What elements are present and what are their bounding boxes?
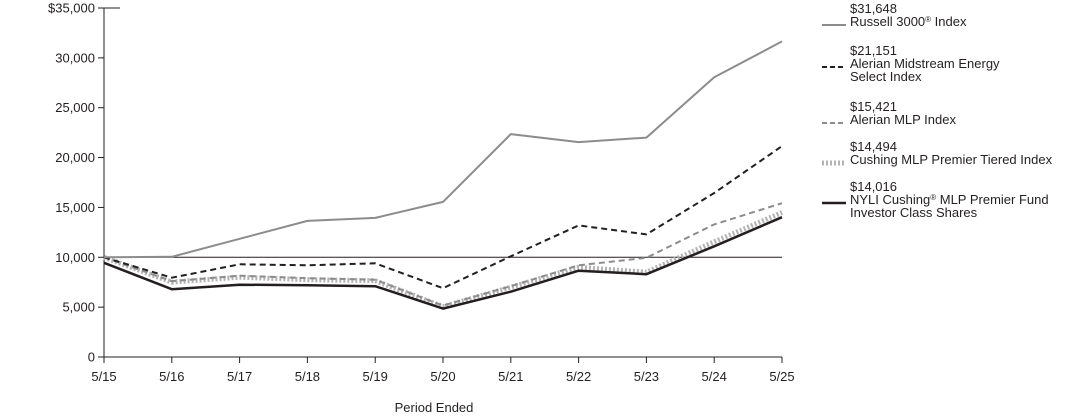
legend-name-nyli-cushing-fund-line1: NYLI Cushing® MLP Premier Fund: [850, 192, 1049, 207]
chart-axes: 0 5,000 10,000 15,000 20,000 25,000 30,000 $35,…: [48, 1, 795, 385]
legend-name-alerian-midstream-line2: Select Index: [850, 69, 922, 84]
y-tick-label: 15,000: [55, 200, 95, 215]
x-tick-label: 5/25: [769, 369, 794, 384]
x-tick-label: 5/16: [159, 369, 184, 384]
y-tick-label: 30,000: [55, 50, 95, 65]
x-tick-label: 5/21: [498, 369, 523, 384]
x-tick-label: 5/22: [566, 369, 591, 384]
series-line-2: [103, 202, 783, 307]
y-tick-label: $35,000: [48, 1, 95, 16]
x-axis-label: Period Ended: [395, 400, 474, 415]
x-tick-label: 5/19: [363, 369, 388, 384]
legend-value-nyli-cushing-fund: $14,016: [850, 179, 897, 194]
x-tick-label: 5/18: [295, 369, 320, 384]
series-line-4: [103, 216, 783, 310]
legend-name-alerian-mlp: Alerian MLP Index: [850, 112, 956, 127]
legend-value-alerian-mlp: $15,421: [850, 99, 897, 114]
series-line-0: [103, 40, 783, 259]
line-chart: 0 5,000 10,000 15,000 20,000 25,000 30,000 $35,…: [48, 1, 795, 416]
legend-swatch-alerian-mlp: [822, 122, 846, 124]
legend-swatch-alerian-midstream: [822, 66, 846, 68]
legend-name-russell-3000: Russell 3000® Index: [850, 14, 967, 29]
legend-value-cushing-mlp-tiered: $14,494: [850, 139, 897, 154]
series-layer: [103, 40, 783, 310]
legend-name-nyli-cushing-fund-line2: Investor Class Shares: [850, 205, 978, 220]
legend-swatch-nyli-cushing-fund: [822, 201, 846, 205]
y-tick-label: 25,000: [55, 100, 95, 115]
y-tick-label: 10,000: [55, 250, 95, 265]
y-tick-label: 0: [88, 350, 95, 365]
legend-value-alerian-midstream: $21,151: [850, 43, 897, 58]
x-tick-label: 5/23: [634, 369, 659, 384]
series-line-3: [103, 210, 783, 310]
legend-value-russell-3000: $31,648: [850, 1, 897, 16]
legend-swatch-cushing-mlp-tiered: [822, 160, 846, 166]
y-tick-label: 5,000: [62, 300, 95, 315]
x-tick-label: 5/15: [91, 369, 116, 384]
legend-name-cushing-mlp-tiered: Cushing MLP Premier Tiered Index: [850, 152, 1053, 167]
legend-swatch-russell-3000: [822, 24, 846, 26]
y-tick-label: 20,000: [55, 150, 95, 165]
x-tick-label: 5/24: [702, 369, 727, 384]
x-tick-label: 5/17: [227, 369, 252, 384]
x-tick-label: 5/20: [430, 369, 455, 384]
series-line-1: [103, 145, 783, 290]
legend-name-alerian-midstream-line1: Alerian Midstream Energy: [850, 56, 1000, 71]
